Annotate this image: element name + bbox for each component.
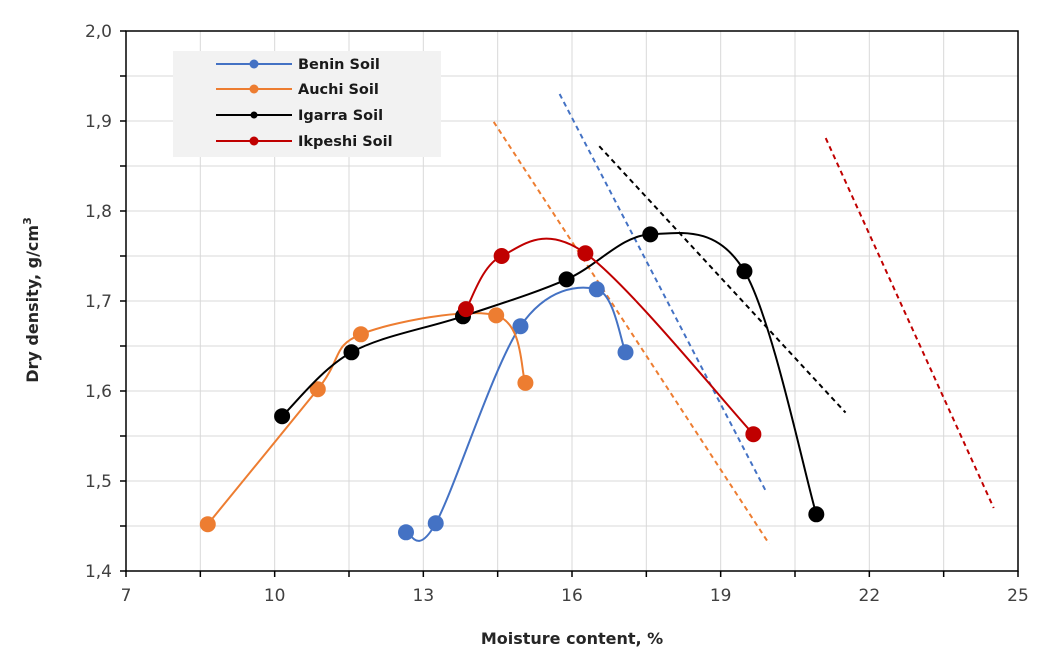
series-line xyxy=(281,232,818,515)
x-tick-label: 22 xyxy=(859,586,881,606)
data-series xyxy=(199,226,825,542)
data-point-marker xyxy=(588,281,605,298)
series-line xyxy=(465,237,755,435)
legend-marker-icon xyxy=(249,136,259,146)
legend-marker-icon xyxy=(249,84,259,94)
data-point-marker xyxy=(457,301,474,318)
legend-item-ikpeshi-soil: Ikpeshi Soil xyxy=(216,134,393,150)
legend: Benin Soil Auchi Soil Igarra Soil Ikpeshi S… xyxy=(173,51,441,157)
x-tick-label: 19 xyxy=(710,586,732,606)
data-point-marker xyxy=(199,516,216,533)
legend-label: Benin Soil xyxy=(298,57,380,73)
data-point-marker xyxy=(274,408,291,425)
zero-air-voids-lines xyxy=(492,93,995,545)
zav-dashed-line xyxy=(598,145,847,414)
x-axis-ticks: 7 10 13 16 19 22 25 xyxy=(121,571,1029,606)
y-axis-ticks: 1,4 1,5 1,6 1,7 1,8 1,9 2,0 xyxy=(85,22,126,582)
legend-box xyxy=(173,51,441,157)
legend-marker-icon xyxy=(250,111,258,119)
series-auchi-soil xyxy=(199,307,534,533)
legend-label: Igarra Soil xyxy=(298,108,383,124)
data-point-marker xyxy=(427,515,444,532)
x-axis-title: Moisture content, % xyxy=(481,629,663,648)
y-tick-label: 1,8 xyxy=(85,202,112,222)
data-point-marker xyxy=(352,326,369,343)
data-point-marker xyxy=(642,226,659,243)
data-point-marker xyxy=(512,318,529,335)
series-line xyxy=(405,286,627,542)
y-tick-label: 1,4 xyxy=(85,562,112,582)
data-point-marker xyxy=(617,344,634,361)
legend-item-benin-soil: Benin Soil xyxy=(216,57,380,73)
x-tick-label: 10 xyxy=(264,586,286,606)
series-benin-soil xyxy=(397,281,634,542)
series-igarra-soil xyxy=(274,226,825,523)
y-axis-title: Dry density, g/cm3 xyxy=(21,217,42,382)
data-point-marker xyxy=(745,426,762,443)
data-point-marker xyxy=(517,374,534,391)
legend-label: Auchi Soil xyxy=(298,82,379,98)
y-tick-label: 1,6 xyxy=(85,382,112,402)
data-point-marker xyxy=(488,307,505,324)
zav-dashed-line xyxy=(492,121,771,545)
legend-marker-icon xyxy=(249,59,259,69)
y-tick-label: 2,0 xyxy=(85,22,112,42)
x-tick-label: 13 xyxy=(413,586,435,606)
gridlines xyxy=(126,31,1018,571)
data-point-marker xyxy=(558,271,575,288)
legend-label: Ikpeshi Soil xyxy=(298,134,393,150)
legend-item-auchi-soil: Auchi Soil xyxy=(216,82,379,98)
zav-dashed-line xyxy=(824,137,995,509)
y-tick-label: 1,9 xyxy=(85,112,112,132)
data-point-marker xyxy=(577,245,594,262)
y-tick-label: 1,7 xyxy=(85,292,112,312)
y-tick-label: 1,5 xyxy=(85,472,112,492)
data-point-marker xyxy=(397,524,414,541)
data-point-marker xyxy=(736,263,753,280)
zav-dashed-line xyxy=(558,93,767,491)
data-point-marker xyxy=(493,248,510,264)
data-point-marker xyxy=(808,506,825,523)
data-point-marker xyxy=(343,344,360,361)
x-tick-label: 25 xyxy=(1007,586,1029,606)
x-tick-label: 7 xyxy=(121,586,132,606)
series-ikpeshi-soil xyxy=(457,237,762,443)
data-point-marker xyxy=(309,381,326,398)
x-tick-label: 16 xyxy=(561,586,583,606)
legend-item-igarra-soil: Igarra Soil xyxy=(216,108,383,124)
